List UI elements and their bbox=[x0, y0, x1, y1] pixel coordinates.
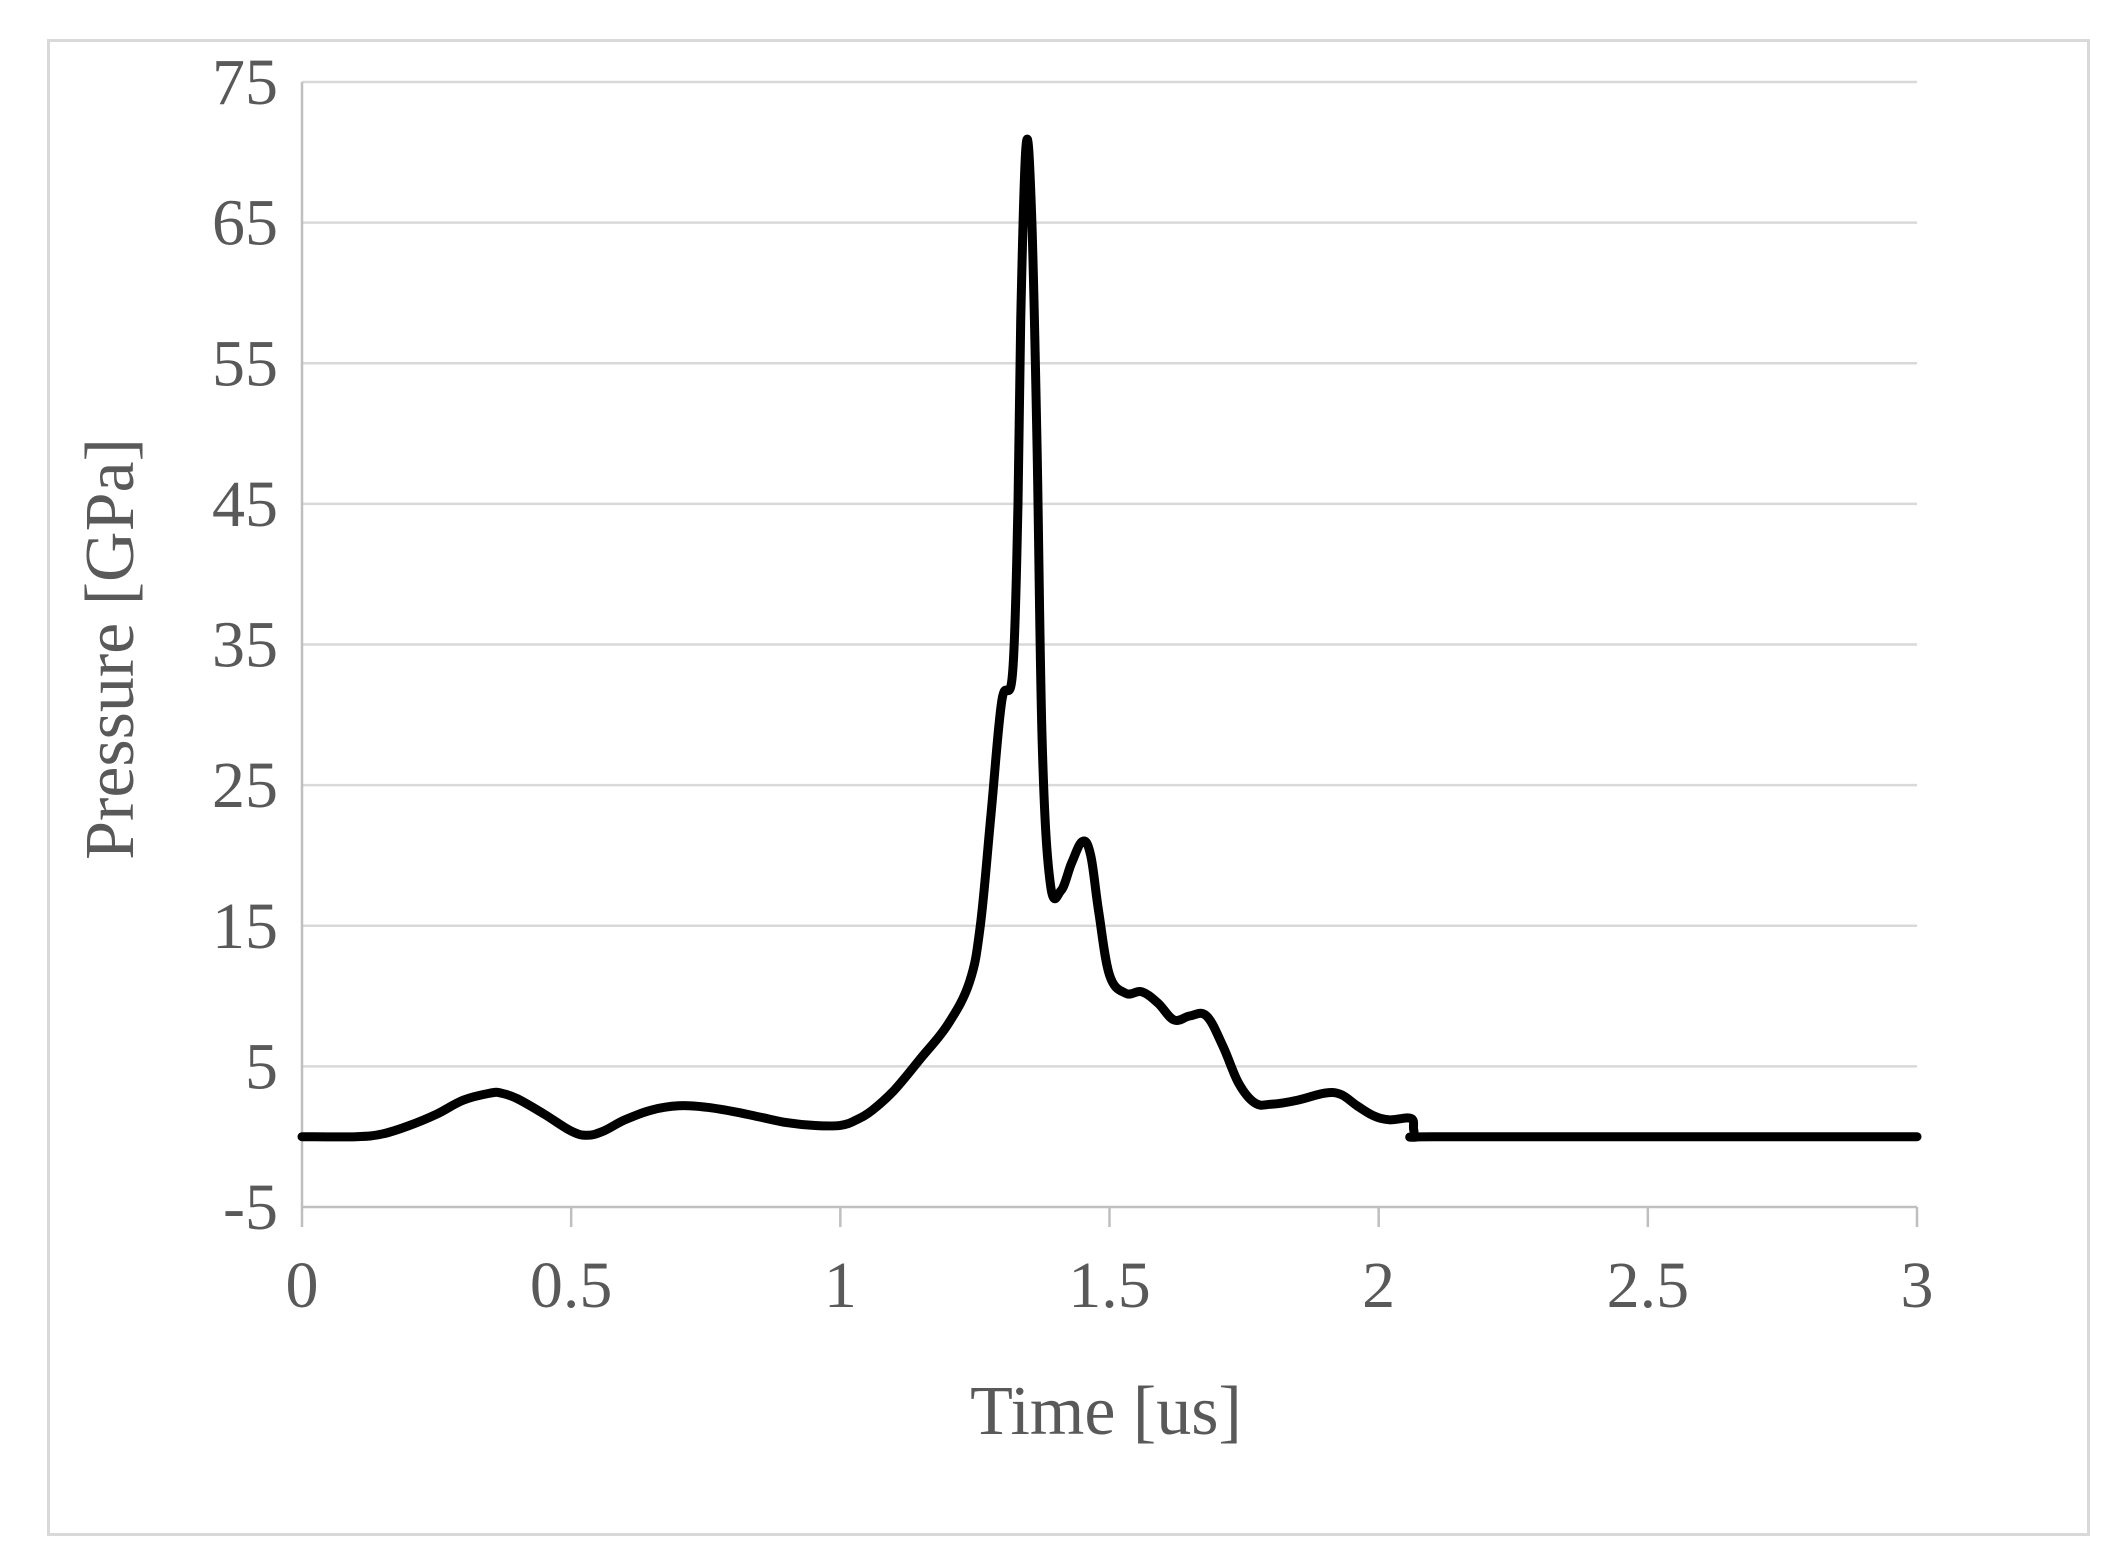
y-tick-label: 25 bbox=[212, 749, 278, 822]
y-axis-title: Pressure [GPa] bbox=[72, 438, 149, 860]
label-layer: -5 5 15 25 35 45 55 65 75 0 0.5 1 1.5 2 2.5 3 bbox=[212, 46, 1934, 1322]
x-tick-label: 2 bbox=[1362, 1249, 1395, 1322]
y-tick-label: 75 bbox=[212, 46, 278, 119]
x-tick-label: 0 bbox=[286, 1249, 319, 1322]
pressure-series-line bbox=[297, 134, 1922, 1142]
x-tick-label: 1 bbox=[824, 1249, 857, 1322]
x-tick-label: 3 bbox=[1901, 1249, 1934, 1322]
x-tick-label: 2.5 bbox=[1607, 1249, 1690, 1322]
grid-layer bbox=[302, 80, 1917, 1068]
x-axis-title: Time [us] bbox=[970, 1373, 1242, 1450]
y-tick-label: 65 bbox=[212, 187, 278, 260]
y-tick-label: 45 bbox=[212, 468, 278, 541]
y-tick-label: 55 bbox=[212, 327, 278, 400]
y-tick-label: -5 bbox=[223, 1171, 278, 1244]
x-tick-label: 1.5 bbox=[1068, 1249, 1151, 1322]
axis-layer bbox=[300, 82, 1919, 1227]
y-tick-label: 35 bbox=[212, 609, 278, 682]
y-tick-label: 5 bbox=[245, 1030, 278, 1103]
chart-frame bbox=[47, 39, 2090, 1536]
y-tick-label: 15 bbox=[212, 890, 278, 963]
series-layer bbox=[297, 134, 1922, 1142]
x-tick-label: 0.5 bbox=[530, 1249, 613, 1322]
